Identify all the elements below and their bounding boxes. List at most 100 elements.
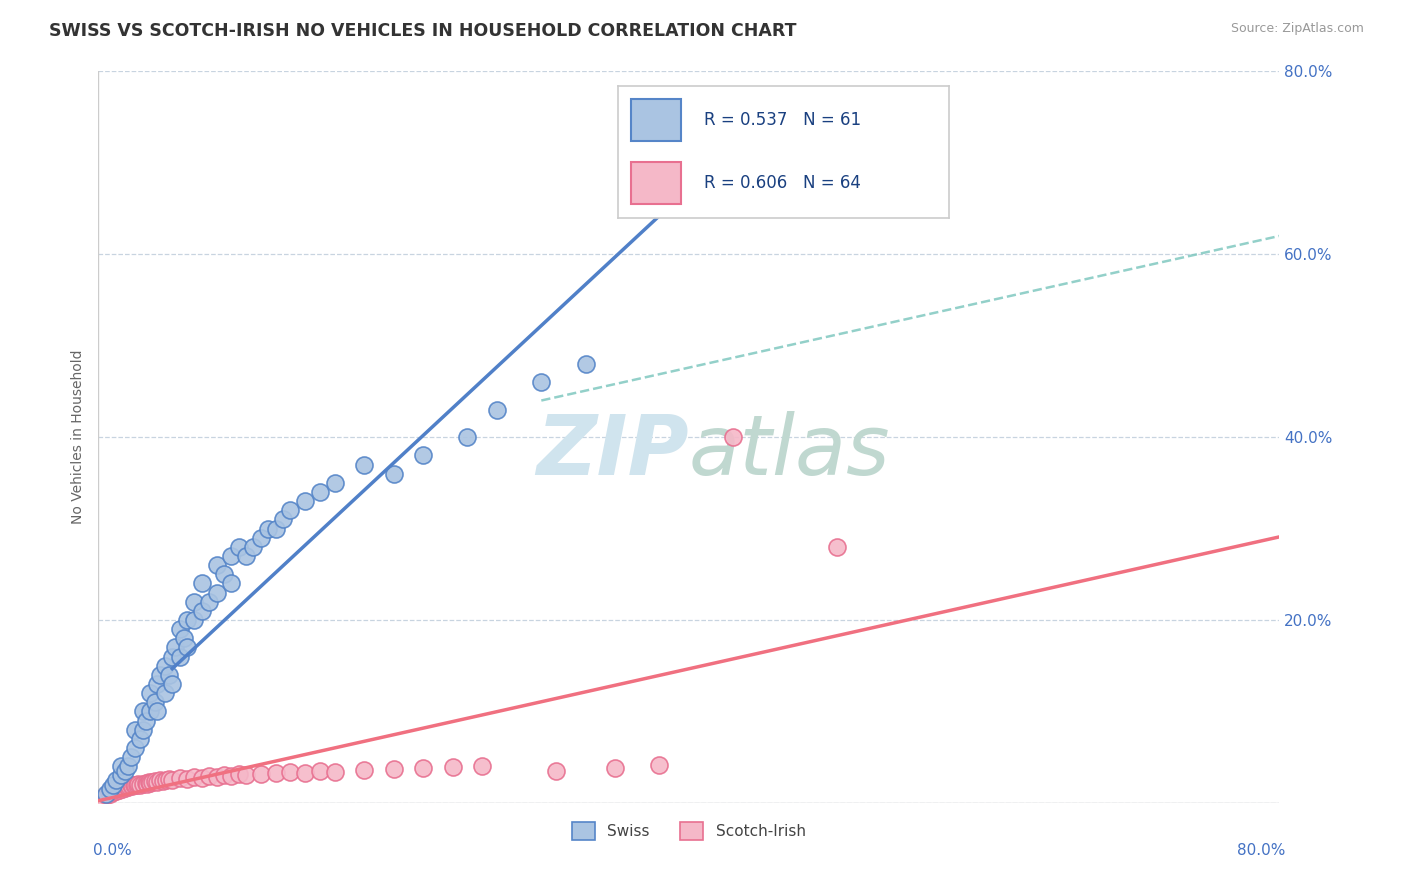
- Point: [143, 773, 166, 788]
- Point: [122, 778, 145, 792]
- Point: [132, 705, 155, 719]
- Point: [157, 772, 180, 786]
- Point: [149, 772, 172, 787]
- Point: [94, 789, 117, 803]
- Point: [103, 778, 125, 792]
- Point: [132, 776, 155, 790]
- Point: [257, 521, 280, 535]
- Point: [382, 467, 405, 481]
- Point: [124, 723, 146, 737]
- Point: [162, 677, 183, 691]
- Point: [323, 764, 346, 779]
- Point: [146, 774, 169, 789]
- Point: [162, 772, 183, 787]
- Point: [530, 375, 553, 389]
- Point: [294, 494, 316, 508]
- Point: [264, 765, 287, 780]
- Point: [91, 791, 114, 805]
- Point: [135, 775, 157, 789]
- Point: [127, 776, 149, 790]
- Point: [486, 402, 509, 417]
- Point: [135, 714, 157, 728]
- Point: [146, 677, 169, 691]
- Point: [117, 780, 139, 795]
- Point: [103, 785, 125, 799]
- Point: [235, 768, 257, 782]
- Point: [165, 640, 187, 655]
- Point: [353, 763, 375, 777]
- Point: [120, 750, 142, 764]
- Point: [141, 774, 163, 789]
- Point: [648, 758, 671, 772]
- Point: [176, 613, 198, 627]
- Point: [115, 780, 138, 794]
- Point: [173, 632, 195, 646]
- Point: [98, 787, 121, 801]
- Point: [132, 723, 155, 737]
- Point: [198, 769, 221, 783]
- Point: [128, 731, 150, 746]
- Point: [176, 640, 198, 655]
- Point: [98, 782, 121, 797]
- Point: [264, 521, 287, 535]
- Text: Source: ZipAtlas.com: Source: ZipAtlas.com: [1230, 22, 1364, 36]
- Point: [114, 764, 136, 778]
- Point: [139, 686, 162, 700]
- Point: [169, 771, 191, 785]
- Point: [157, 667, 180, 681]
- Point: [111, 782, 134, 797]
- Point: [205, 585, 228, 599]
- Point: [107, 782, 129, 797]
- Text: SWISS VS SCOTCH-IRISH NO VEHICLES IN HOUSEHOLD CORRELATION CHART: SWISS VS SCOTCH-IRISH NO VEHICLES IN HOU…: [49, 22, 797, 40]
- Point: [457, 430, 479, 444]
- Point: [723, 430, 745, 444]
- Point: [162, 649, 183, 664]
- Point: [110, 768, 132, 782]
- Point: [118, 780, 141, 794]
- Point: [155, 772, 177, 787]
- Point: [120, 779, 142, 793]
- Point: [323, 475, 346, 490]
- Point: [183, 770, 205, 784]
- Point: [104, 783, 127, 797]
- Point: [250, 531, 273, 545]
- Point: [117, 759, 139, 773]
- Y-axis label: No Vehicles in Household: No Vehicles in Household: [72, 350, 86, 524]
- Point: [221, 769, 243, 783]
- Point: [125, 778, 148, 792]
- Text: 0.0%: 0.0%: [93, 843, 131, 858]
- Point: [110, 759, 132, 773]
- Point: [139, 775, 162, 789]
- Point: [242, 540, 264, 554]
- Point: [412, 761, 434, 775]
- Point: [105, 772, 128, 787]
- Text: 80.0%: 80.0%: [1237, 843, 1285, 858]
- Point: [138, 774, 160, 789]
- Point: [825, 540, 848, 554]
- Point: [176, 772, 198, 786]
- Point: [221, 576, 243, 591]
- Point: [221, 549, 243, 563]
- Point: [169, 649, 191, 664]
- Point: [723, 183, 745, 197]
- Point: [191, 576, 214, 591]
- Point: [412, 448, 434, 462]
- Point: [280, 764, 302, 779]
- Point: [153, 686, 176, 700]
- Point: [228, 767, 250, 781]
- Point: [191, 771, 214, 785]
- Point: [146, 705, 169, 719]
- Point: [546, 764, 568, 778]
- Point: [294, 765, 316, 780]
- Point: [128, 778, 150, 792]
- Point: [169, 622, 191, 636]
- Point: [143, 695, 166, 709]
- Point: [212, 567, 235, 582]
- Point: [309, 485, 332, 500]
- Point: [205, 770, 228, 784]
- Point: [112, 780, 135, 795]
- Point: [205, 558, 228, 573]
- Point: [110, 781, 132, 796]
- Text: atlas: atlas: [689, 411, 890, 492]
- Point: [235, 549, 257, 563]
